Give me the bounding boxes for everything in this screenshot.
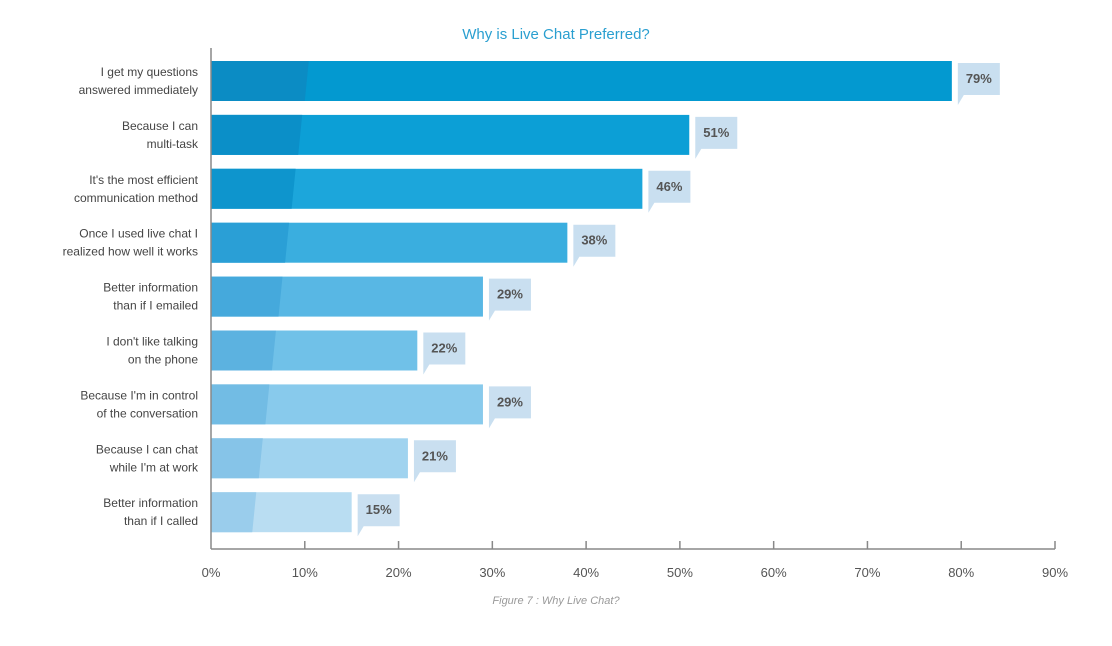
category-label: of the conversation (97, 406, 198, 420)
bar-accent (211, 492, 257, 533)
x-tick-label: 50% (667, 565, 693, 580)
x-tick-label: 10% (292, 565, 318, 580)
category-label: while I'm at work (109, 460, 199, 474)
x-tick-label: 90% (1042, 565, 1068, 580)
x-tick-label: 0% (202, 565, 221, 580)
category-label: realized how well it works (63, 245, 198, 259)
value-label: 46% (656, 179, 682, 194)
value-label: 51% (703, 125, 729, 140)
bar-accent (211, 384, 270, 425)
category-label: It's the most efficient (89, 173, 198, 187)
x-tick-label: 40% (573, 565, 599, 580)
x-tick-label: 30% (479, 565, 505, 580)
category-label: communication method (74, 191, 198, 205)
value-callout (488, 278, 531, 321)
value-label: 29% (497, 394, 523, 409)
bar-accent (211, 222, 290, 263)
category-label: Once I used live chat I (79, 227, 198, 241)
category-label: I get my questions (101, 65, 198, 79)
category-label: Because I can (122, 119, 198, 133)
category-label: Because I can chat (96, 442, 199, 456)
category-label: than if I emailed (113, 299, 198, 313)
x-tick-label: 60% (761, 565, 787, 580)
value-callout (413, 440, 456, 483)
category-label: multi-task (147, 137, 199, 151)
bar (211, 61, 952, 101)
value-label: 29% (497, 287, 523, 302)
value-label: 38% (581, 233, 607, 248)
category-label: answered immediately (79, 83, 198, 97)
bar-accent (211, 330, 276, 371)
category-label: Better information (103, 496, 198, 510)
value-callout (488, 386, 531, 429)
bar-accent (211, 61, 309, 101)
value-label: 21% (422, 448, 448, 463)
category-label: Because I'm in control (80, 388, 198, 402)
value-callout (357, 494, 400, 537)
value-label: 15% (366, 502, 392, 517)
value-callout (573, 224, 616, 267)
value-callout (648, 170, 691, 213)
bar-accent (211, 168, 296, 209)
x-tick-label: 80% (948, 565, 974, 580)
figure-caption: Figure 7 : Why Live Chat? (492, 595, 620, 607)
x-tick-label: 70% (854, 565, 880, 580)
bar-accent (211, 438, 263, 479)
bar-accent (211, 114, 303, 155)
category-label: I don't like talking (106, 335, 198, 349)
value-label: 79% (966, 71, 992, 86)
value-callout (957, 63, 1000, 105)
chart-title: Why is Live Chat Preferred? (462, 26, 650, 43)
category-label: on the phone (128, 353, 198, 367)
x-tick-label: 20% (386, 565, 412, 580)
category-label: Better information (103, 281, 198, 295)
value-callout (423, 332, 466, 375)
bar-accent (211, 276, 283, 317)
value-label: 22% (431, 341, 457, 356)
category-label: than if I called (124, 514, 198, 528)
value-callout (695, 116, 738, 159)
